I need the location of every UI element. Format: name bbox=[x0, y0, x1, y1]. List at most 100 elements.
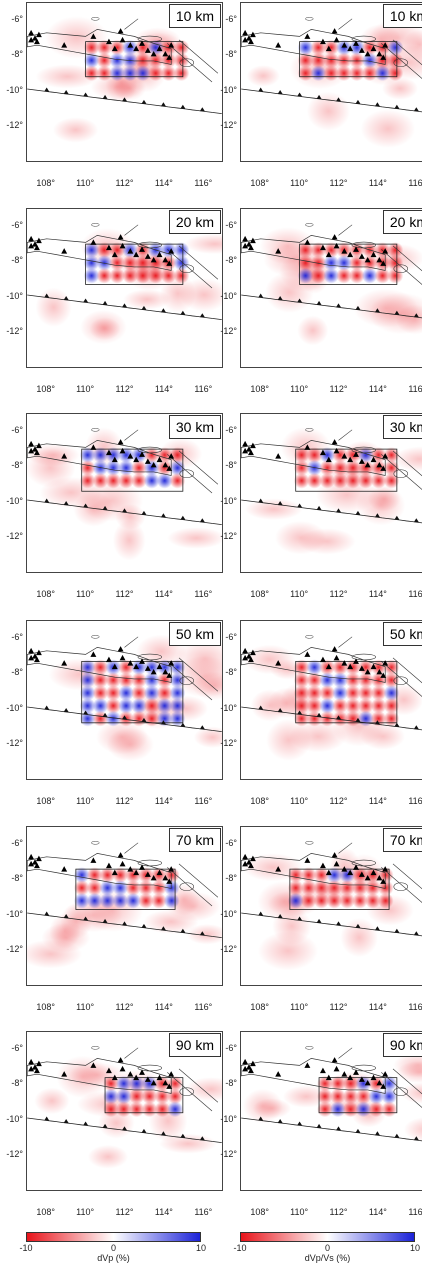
longitude-tick-label: 108° bbox=[250, 384, 269, 394]
station-icon bbox=[105, 449, 112, 456]
fault-line bbox=[392, 245, 422, 272]
madura-coastline bbox=[137, 446, 162, 454]
station-icon bbox=[28, 647, 35, 654]
longitude-tick-label: 110° bbox=[76, 1207, 95, 1217]
station-icon bbox=[353, 451, 359, 457]
station-icon bbox=[111, 663, 118, 670]
station-icon bbox=[90, 857, 97, 863]
station-icon bbox=[380, 672, 387, 678]
tomography-map bbox=[240, 208, 422, 368]
bali-coastline bbox=[393, 1087, 408, 1096]
depth-label: 70 km bbox=[382, 828, 422, 852]
latitude-tick-label: -12° bbox=[6, 1149, 23, 1160]
trench-tooth-icon bbox=[316, 94, 322, 99]
station-icon bbox=[35, 237, 42, 244]
station-icon bbox=[111, 45, 118, 52]
java-trench bbox=[27, 499, 222, 525]
bali-coastline bbox=[179, 676, 194, 685]
latitude-tick-label: -6° bbox=[225, 13, 237, 24]
station-icon bbox=[90, 33, 97, 39]
latitude-tick-label: -6° bbox=[11, 219, 23, 230]
fault-line bbox=[338, 224, 353, 236]
trench-tooth-icon bbox=[258, 87, 264, 92]
station-icon bbox=[35, 855, 42, 862]
station-icon bbox=[246, 446, 252, 452]
longitude-tick-label: 110° bbox=[290, 1207, 309, 1217]
station-icon bbox=[370, 45, 377, 52]
latitude-tick-label: -8° bbox=[11, 1078, 23, 1089]
trench-tooth-icon bbox=[199, 931, 205, 936]
depth-label: 10 km bbox=[168, 4, 221, 28]
station-icon bbox=[382, 453, 389, 459]
station-icon bbox=[127, 248, 134, 254]
latitude-tick-label: -10° bbox=[220, 84, 237, 95]
checkerboard-anomalies bbox=[79, 659, 186, 727]
bali-coastline bbox=[393, 264, 408, 273]
trench-tooth-icon bbox=[394, 310, 400, 315]
station-icon bbox=[133, 251, 140, 258]
bali-coastline bbox=[179, 882, 194, 891]
station-icon bbox=[117, 1057, 124, 1063]
map-panel: 90 km bbox=[240, 1031, 422, 1191]
latitude-tick-label: -10° bbox=[6, 495, 23, 506]
trench-tooth-icon bbox=[355, 1128, 361, 1133]
smeared-anomaly-field bbox=[245, 427, 422, 555]
fault-line bbox=[167, 249, 213, 289]
tomography-map bbox=[26, 620, 223, 780]
fault-line bbox=[167, 43, 213, 83]
trench-tooth-icon bbox=[83, 298, 89, 303]
karimunjawa-outline bbox=[91, 428, 100, 432]
station-icon bbox=[331, 1057, 338, 1063]
trench-tooth-icon bbox=[336, 508, 341, 513]
station-icon bbox=[168, 453, 175, 459]
station-icon bbox=[32, 241, 38, 247]
karimunjawa-outline bbox=[305, 635, 314, 639]
station-icon bbox=[33, 862, 40, 869]
latitude-tick-label: -8° bbox=[225, 873, 237, 884]
java-coastline bbox=[27, 853, 172, 889]
station-icon bbox=[133, 456, 140, 463]
longitude-tick-label: 114° bbox=[154, 178, 173, 188]
trench-tooth-icon bbox=[180, 1133, 186, 1138]
trench-tooth-icon bbox=[44, 705, 50, 710]
station-icon bbox=[28, 36, 35, 43]
station-icon bbox=[28, 1058, 35, 1065]
trench-tooth-icon bbox=[122, 97, 127, 102]
longitude-tick-label: 116° bbox=[408, 178, 422, 188]
station-icon bbox=[139, 451, 145, 457]
station-icon bbox=[364, 874, 371, 881]
longitude-tick-label: 116° bbox=[408, 796, 422, 806]
depth-label: 30 km bbox=[168, 415, 221, 439]
longitude-tick-label: 110° bbox=[76, 1002, 95, 1012]
trench-tooth-icon bbox=[102, 300, 108, 305]
station-icon bbox=[247, 862, 254, 869]
tomography-map bbox=[26, 413, 223, 573]
longitude-tick-label: 108° bbox=[250, 1002, 269, 1012]
station-icon bbox=[242, 242, 249, 249]
station-icon bbox=[28, 235, 35, 242]
latitude-tick-label: -6° bbox=[11, 13, 23, 24]
station-icon bbox=[111, 1074, 118, 1081]
trench-tooth-icon bbox=[180, 310, 186, 315]
longitude-tick-label: 112° bbox=[115, 796, 134, 806]
station-icon bbox=[376, 461, 383, 468]
trench-tooth-icon bbox=[141, 923, 147, 928]
station-icon bbox=[249, 31, 256, 38]
station-icon bbox=[333, 654, 340, 661]
station-icon bbox=[246, 1064, 252, 1070]
station-icon bbox=[275, 453, 282, 459]
madura-coastline bbox=[137, 35, 162, 43]
longitude-tick-label: 114° bbox=[368, 384, 387, 394]
seismic-stations bbox=[28, 234, 175, 266]
resolution-outline bbox=[295, 660, 398, 724]
station-icon bbox=[249, 237, 256, 244]
station-icon bbox=[333, 1065, 340, 1072]
trench-tooth-icon bbox=[336, 1126, 341, 1131]
trench-tooth-icon bbox=[83, 1121, 89, 1126]
station-icon bbox=[162, 256, 169, 263]
station-icon bbox=[376, 256, 383, 263]
station-icon bbox=[119, 36, 126, 43]
latitude-tick-label: -8° bbox=[11, 49, 23, 60]
station-icon bbox=[117, 646, 124, 652]
longitude-tick-label: 110° bbox=[76, 384, 95, 394]
